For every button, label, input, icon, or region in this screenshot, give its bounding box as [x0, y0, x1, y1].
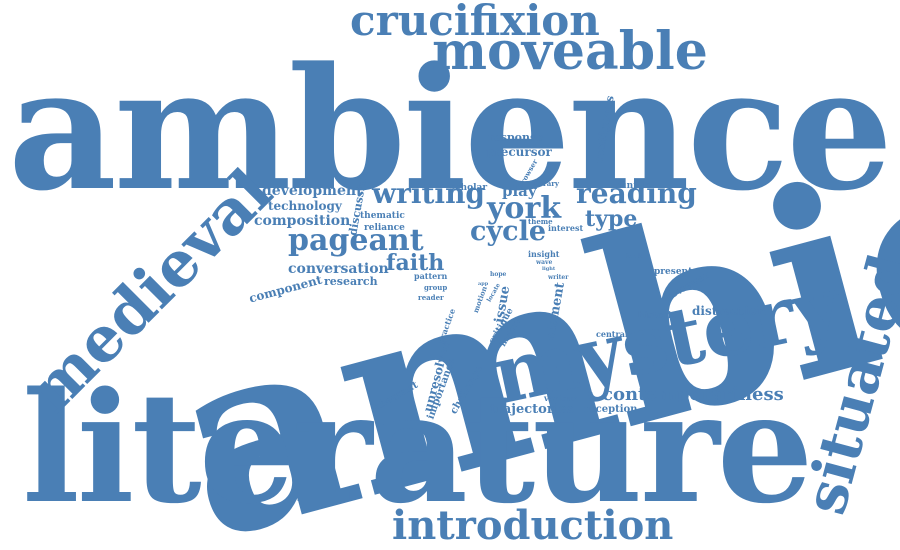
word-group: group [424, 283, 448, 292]
word-reading: reading [576, 177, 697, 210]
word-faith: faith [386, 250, 445, 276]
word-crucifixion: crucifixion [350, 0, 600, 45]
word-reliance: reliance [364, 223, 405, 233]
word-app: app [478, 281, 489, 287]
word-wave: wave [536, 259, 553, 266]
word-writer: writer [548, 274, 569, 281]
word-play: play [502, 182, 537, 200]
word-definition: definition [608, 181, 657, 191]
word-moveable: moveable [432, 21, 708, 82]
word-theme: theme [528, 217, 553, 226]
word-hope: hope [490, 271, 507, 278]
word-central: central [596, 329, 628, 339]
word-precursor: precursor [486, 145, 552, 159]
word-conversation: conversation [288, 261, 389, 277]
word-light: light [542, 266, 556, 272]
word-research: research [324, 275, 378, 288]
word-interest: interest [548, 223, 584, 233]
word-response: response [488, 131, 544, 144]
word-insight: insight [528, 249, 560, 259]
word-technology: technology [268, 199, 342, 213]
word-historic: historic [638, 311, 677, 321]
word-reception: reception [584, 404, 638, 415]
word-york: york [487, 191, 562, 226]
word-present: present [654, 267, 693, 277]
word-writing: writing [372, 177, 485, 210]
word-reader: reader [418, 293, 444, 302]
word-thematic: thematic [360, 211, 405, 221]
word-cycle: cycle [470, 216, 547, 247]
word-literature: literature [22, 358, 813, 537]
word-book: book [626, 253, 643, 260]
word-type: type [585, 206, 638, 232]
word-ambience: ambience [8, 30, 893, 228]
word-literary: literary [530, 179, 559, 188]
word-various: various [544, 393, 577, 403]
word-scholar: scholar [450, 183, 488, 193]
word-contemporariness: contemporariness [602, 384, 784, 405]
word-trajectories: trajectories [490, 402, 575, 417]
word-pattern: pattern [414, 271, 448, 281]
word-pageant: pageant [288, 223, 424, 258]
word-composition: composition [254, 213, 351, 229]
word-introduction: introduction [392, 502, 674, 549]
word-distraction: distraction [692, 304, 766, 318]
word-development: development [262, 183, 363, 199]
